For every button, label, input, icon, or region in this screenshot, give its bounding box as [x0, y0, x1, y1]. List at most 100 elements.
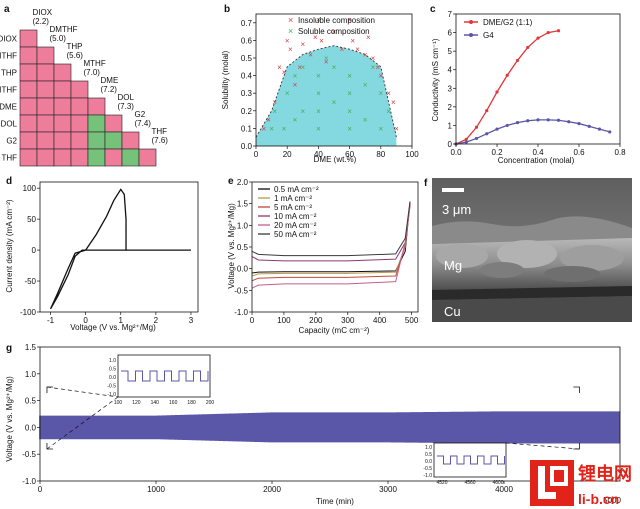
e-ytick-label: -0.5: [234, 286, 248, 295]
e-legend-label: 20 mA cm⁻²: [274, 221, 317, 230]
g-xtick-label: 0: [38, 485, 43, 494]
inset2-xtick: 4560: [464, 480, 475, 486]
row-label: DOL: [1, 120, 18, 129]
b-xlabel: DME (wt.%): [314, 155, 357, 164]
b-ytick-label: 0.7: [241, 19, 253, 28]
soluble-point: ×: [347, 107, 352, 116]
e-series-line: [251, 203, 411, 277]
dme-g2-point: [485, 108, 489, 113]
e-ytick-label: 0.5: [237, 243, 249, 252]
g-ytick-label: 0.0: [25, 423, 37, 432]
diag-solvent: THF: [152, 127, 168, 136]
soluble-point: ×: [324, 54, 329, 63]
insoluble-point: ×: [285, 36, 290, 45]
matrix-cell: [87, 131, 106, 150]
mg-layer-label: Mg: [444, 258, 463, 273]
legend-g4: G4: [483, 31, 494, 40]
matrix-cell: [36, 131, 55, 150]
c-ytick-label: 1: [448, 121, 453, 130]
dme-g2-point: [464, 137, 468, 141]
soluble-point: ×: [300, 107, 305, 116]
g4-point: [556, 118, 561, 122]
soluble-marker: ×: [288, 26, 293, 36]
g-xtick-label: 3000: [379, 485, 397, 494]
inset1-connector: [46, 386, 119, 398]
dme-g2-point: [474, 125, 479, 129]
matrix-cell: [19, 80, 38, 99]
diag-solvent: DME: [101, 76, 119, 85]
inset2-connector: [505, 442, 580, 450]
matrix-cell: [19, 29, 38, 48]
soluble-point: ×: [300, 63, 305, 72]
g4-point: [567, 120, 571, 124]
e-xtick-label: 400: [373, 316, 387, 325]
d-xtick-label: -1: [47, 316, 55, 325]
panel-c-conductivity-chart: c 0.0 0.2 0.4 0.6 0.8 0 1 2 3 4 5 6 7 Concentration …: [430, 4, 626, 165]
row-label: THF: [1, 154, 17, 163]
scale-bar: [442, 188, 464, 192]
matrix-cell: [87, 148, 106, 167]
inset1-ytick: -0.5: [107, 384, 116, 390]
soluble-point: ×: [316, 107, 321, 116]
matrix-cell: [121, 148, 140, 167]
insoluble-point: ×: [272, 98, 277, 107]
matrix-cell: [36, 148, 55, 167]
insoluble-point: ×: [266, 116, 271, 125]
e-xlabel: Capacity (mC cm⁻²): [299, 326, 370, 335]
matrix-cell: [36, 46, 55, 65]
b-ytick-label: 0.0: [241, 142, 253, 151]
matrix-cell: [70, 148, 89, 167]
soluble-point: ×: [316, 72, 321, 81]
row-label: G2: [6, 137, 17, 146]
diag-value: (7.3): [118, 102, 135, 111]
inset2-ytick: 1.0: [425, 445, 432, 451]
matrix-cell: [36, 63, 55, 82]
panel-d-cv-chart: d -1 0 1 2 3 -100 -50 0 50 100 Voltage (V vs. Mg²…: [5, 176, 199, 332]
matrix-cell: [19, 114, 38, 133]
g4-point: [546, 118, 550, 122]
insoluble-point: ×: [261, 124, 266, 133]
g-ylabel: Voltage (V vs. Mg²⁺/Mg): [5, 376, 14, 462]
diag-value: (2.2): [33, 17, 50, 26]
inset2-ytick: -0.5: [423, 466, 432, 472]
soluble-point: ×: [316, 89, 321, 98]
insoluble-point: ×: [316, 15, 321, 24]
b-xtick-label: 40: [314, 150, 323, 159]
c-xtick-label: 0.8: [614, 148, 626, 157]
g4-point: [597, 127, 602, 131]
inset1-ytick: 0.5: [109, 367, 116, 373]
insoluble-point: ×: [293, 80, 298, 89]
soluble-point: ×: [371, 63, 376, 72]
d-xlabel: Voltage (V vs. Mg²⁺/Mg): [70, 323, 156, 332]
soluble-point: ×: [293, 72, 298, 81]
diag-value: (5.0): [50, 34, 67, 43]
inset1-ytick: 1.0: [109, 358, 116, 364]
insoluble-point: ×: [339, 45, 344, 54]
g4-point: [474, 136, 479, 141]
b-legend: × Insoluble composition × Soluble compos…: [288, 15, 375, 36]
panel-label-b: b: [224, 4, 230, 15]
diag-solvent: MTHF: [84, 59, 106, 68]
b-ytick-label: 0.6: [241, 36, 253, 45]
miscibility-matrix: DIOXDMTHFTHPMTHFDMEDOLG2THFDIOX(2.2)DMTH…: [0, 8, 168, 167]
matrix-cell: [19, 97, 38, 116]
e-series-line: [251, 201, 411, 257]
e-ytick-label: 1.5: [237, 200, 249, 209]
panel-label-g: g: [6, 343, 12, 354]
matrix-cell: [121, 131, 140, 150]
insoluble-point: ×: [297, 63, 302, 72]
panel-label-d: d: [6, 176, 12, 187]
c-xlabel: Concentration (molal): [498, 156, 575, 165]
cv-curve: [49, 188, 127, 310]
sem-texture: [432, 178, 632, 322]
insoluble-point: ×: [288, 45, 293, 54]
soluble-point: ×: [332, 98, 337, 107]
insoluble-point: ×: [350, 36, 355, 45]
matrix-cell: [36, 80, 55, 99]
c-xtick-label: 0.0: [450, 148, 462, 157]
dme-g2-point: [515, 58, 520, 63]
legend-insoluble: Insoluble composition: [298, 16, 375, 25]
matrix-cell: [53, 97, 72, 116]
soluble-point: ×: [272, 107, 277, 116]
soluble-point: ×: [316, 124, 321, 133]
